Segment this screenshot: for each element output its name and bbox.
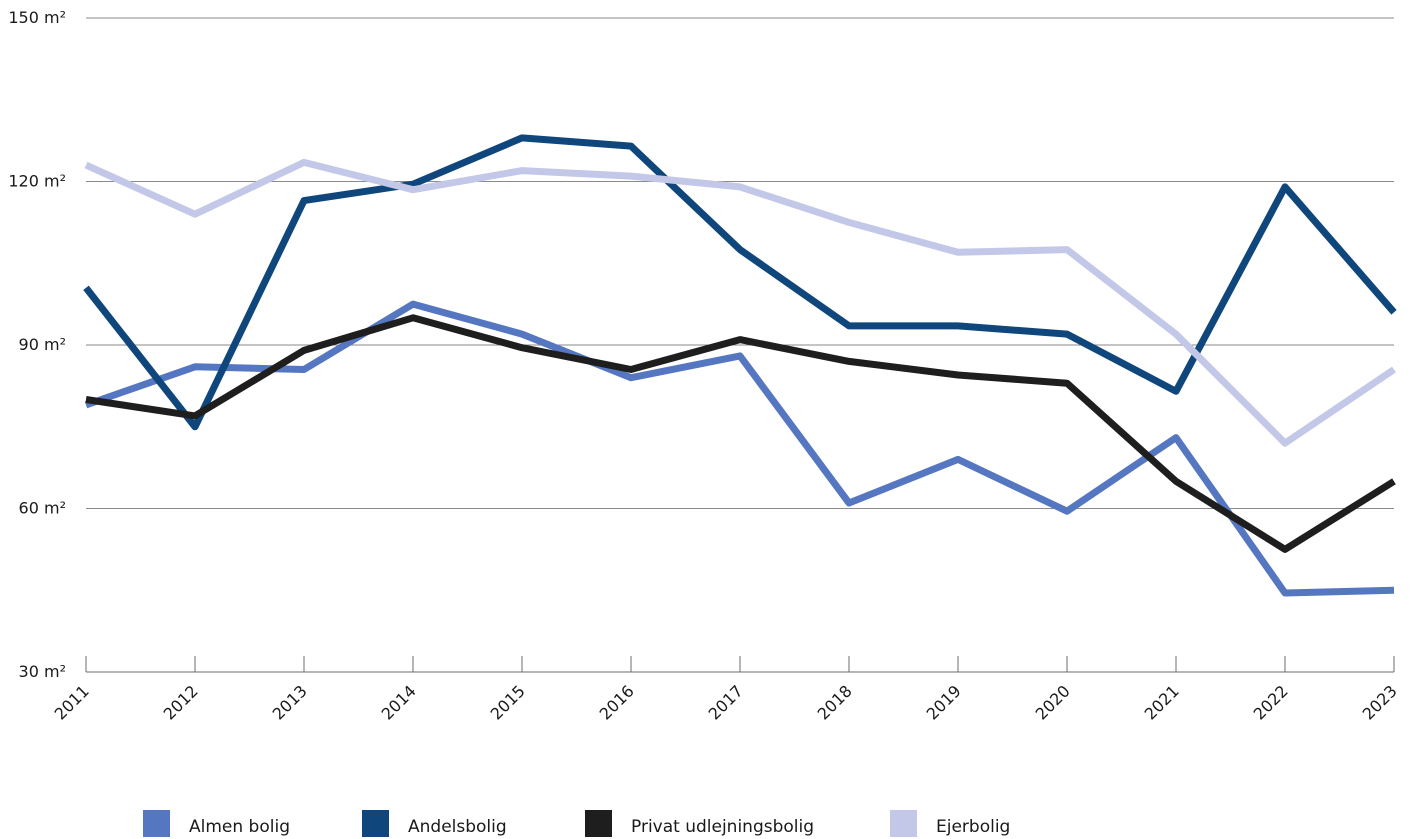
legend-swatch-ejerbolig [890,810,917,837]
x-axis: 2011 2012 2013 2014 2015 2016 2017 2018 2019 2020… [51,656,1401,724]
y-tick-label: 90 m² [19,335,66,354]
x-tick-label: 2014 [378,681,420,723]
legend-swatch-almen-bolig [143,810,170,837]
series-line-andelsbolig [83,134,1397,431]
series-line-ejerbolig [84,158,1396,447]
legend-swatch-andelsbolig [362,810,389,837]
series-line-almen-bolig [84,300,1395,597]
x-tick-label: 2022 [1250,681,1292,723]
legend-label-almen-bolig: Almen bolig [189,817,290,837]
legend-label-andelsbolig: Andelsbolig [408,817,507,837]
x-tick-label: 2017 [705,681,747,723]
x-tick-label: 2023 [1359,681,1401,723]
x-tick-label: 2018 [814,681,856,723]
x-tick-label: 2015 [487,681,529,723]
x-tick-label: 2011 [51,681,93,723]
y-tick-label: 150 m² [8,8,66,27]
legend-label-privat-udlejningsbolig: Privat udlejningsbolig [631,817,814,837]
series-lines [83,134,1397,597]
y-tick-label: 120 m² [8,172,66,191]
x-tick-label: 2021 [1141,681,1183,723]
series-line-privat-udlejningsbolig [85,314,1396,553]
legend-label-ejerbolig: Ejerbolig [936,817,1010,837]
x-tick-label: 2019 [923,681,965,723]
y-tick-label: 60 m² [19,499,66,518]
legend: Almen bolig Andelsbolig Privat udlejningsb… [143,810,1010,837]
x-tick-label: 2013 [269,681,311,723]
x-tick-label: 2012 [160,681,202,723]
x-tick-label: 2020 [1032,681,1074,723]
grid-lines [86,17,1394,509]
y-axis-ticks: 30 m² 60 m² 90 m² 120 m² 150 m² [8,8,66,681]
x-tick-label: 2016 [596,681,638,723]
legend-swatch-privat-udlejningsbolig [585,810,612,837]
y-tick-label: 30 m² [19,662,66,681]
